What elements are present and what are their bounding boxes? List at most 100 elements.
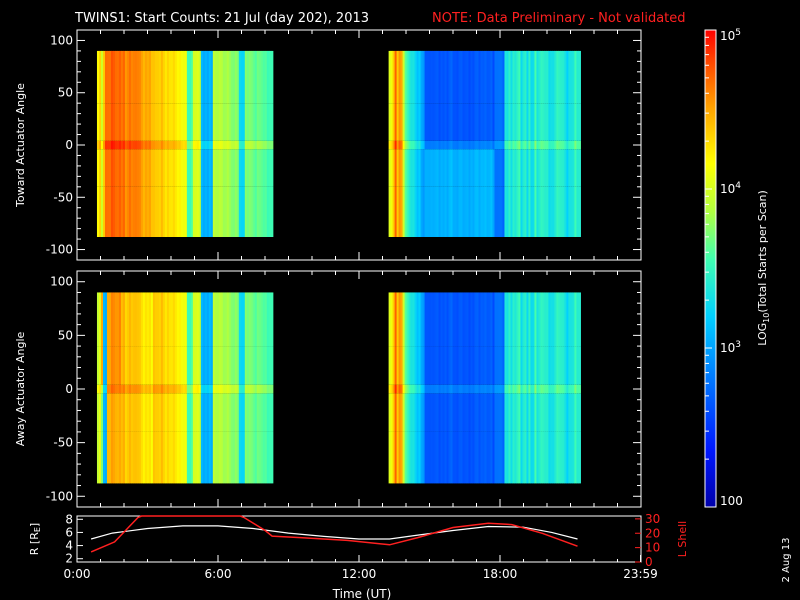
heatmap-cell <box>496 384 500 394</box>
heatmap-cell <box>260 50 264 104</box>
heatmap-cell <box>404 346 408 385</box>
heatmap-cell <box>196 103 200 141</box>
heatmap-cell <box>138 140 142 150</box>
heatmap-cell <box>238 186 242 237</box>
heatmap-cell <box>166 103 170 141</box>
heatmap-cell <box>246 384 250 394</box>
heatmap-cell <box>516 384 520 394</box>
heatmap-cell <box>548 393 552 432</box>
heatmap-cell <box>114 431 118 484</box>
heatmap-cell <box>130 346 134 385</box>
heatmap-cell <box>536 50 540 104</box>
heatmap-cell <box>124 103 128 141</box>
heatmap-cell <box>468 384 472 394</box>
heatmap-cell <box>266 140 270 150</box>
heatmap-cell <box>212 292 216 347</box>
heatmap-cell <box>436 346 440 385</box>
heatmap-cell <box>118 393 122 432</box>
heatmap-cell <box>546 50 550 104</box>
heatmap-cell <box>96 431 100 484</box>
heatmap-cell <box>570 140 573 150</box>
heatmap-cell <box>160 149 164 187</box>
heatmap-cell <box>176 431 180 484</box>
heatmap-cell <box>146 103 150 141</box>
heatmap-cell <box>500 103 504 141</box>
heatmap-cell <box>440 346 444 385</box>
heatmap-cell <box>168 140 172 150</box>
heatmap-cell <box>424 50 428 104</box>
heatmap-cell <box>552 186 556 237</box>
heatmap-cell <box>262 393 266 432</box>
heatmap-cell <box>572 186 575 237</box>
heatmap-cell <box>264 393 268 432</box>
heatmap-cell <box>548 292 552 347</box>
heatmap-cell <box>98 292 102 347</box>
heatmap-cell <box>220 346 224 385</box>
heatmap-cell <box>476 346 480 385</box>
heatmap-cell <box>136 384 140 394</box>
heatmap-cell <box>528 292 532 347</box>
heatmap-cell <box>554 186 557 237</box>
heatmap-cell <box>114 103 118 141</box>
heatmap-cell <box>568 292 571 347</box>
heatmap-cell <box>100 186 104 237</box>
heatmap-cell <box>148 50 152 104</box>
heatmap-cell <box>242 50 246 104</box>
heatmap-cell <box>134 384 138 394</box>
heatmap-cell <box>406 186 410 237</box>
heatmap-cell <box>468 393 472 432</box>
heatmap-cell <box>216 50 220 104</box>
heatmap-cell <box>204 103 208 141</box>
heatmap-cell <box>104 431 108 484</box>
heatmap-cell <box>214 292 218 347</box>
heatmap-cell <box>446 103 450 141</box>
heatmap-cell <box>476 393 480 432</box>
heatmap-cell <box>174 292 178 347</box>
heatmap-cell <box>420 384 424 394</box>
heatmap-cell <box>444 103 448 141</box>
heatmap-cell <box>528 431 532 484</box>
heatmap-cell <box>396 103 400 141</box>
heatmap-cell <box>490 384 494 394</box>
heatmap-cell <box>242 103 246 141</box>
heatmap-cell <box>502 149 506 187</box>
heatmap-cell <box>432 103 436 141</box>
heatmap-cell <box>534 186 538 237</box>
heatmap-cell <box>578 149 581 187</box>
heatmap-cell <box>136 103 140 141</box>
heatmap-cell <box>478 186 482 237</box>
heatmap-cell <box>114 292 118 347</box>
heatmap-cell <box>216 140 220 150</box>
heatmap-cell <box>434 140 438 150</box>
heatmap-cell <box>236 346 240 385</box>
heatmap-cell <box>486 393 490 432</box>
heatmap-cell <box>122 149 126 187</box>
heatmap-cell <box>122 103 126 141</box>
heatmap-cell <box>502 346 506 385</box>
heatmap-cell <box>576 384 579 394</box>
heatmap-cell <box>400 431 404 484</box>
heatmap-cell <box>552 103 556 141</box>
heatmap-cell <box>188 346 192 385</box>
heatmap-cell <box>122 431 126 484</box>
heatmap-cell <box>422 292 426 347</box>
heatmap-cell <box>196 384 200 394</box>
heatmap-cell <box>484 103 488 141</box>
heatmap-cell <box>104 292 108 347</box>
heatmap-cell <box>500 292 504 347</box>
heatmap-cell <box>270 431 274 484</box>
heatmap-cell <box>116 186 120 237</box>
heatmap-cell <box>180 431 184 484</box>
heatmap-cell <box>224 384 228 394</box>
heatmap-cell <box>502 393 506 432</box>
y-tick-label: -100 <box>46 243 73 257</box>
heatmap-cell <box>122 140 126 150</box>
heatmap-cell <box>246 292 250 347</box>
heatmap-cell <box>560 149 563 187</box>
heatmap-cell <box>446 393 450 432</box>
heatmap-cell <box>152 292 156 347</box>
heatmap-cell <box>126 186 130 237</box>
heatmap-cell <box>570 393 573 432</box>
heatmap-cell <box>104 346 108 385</box>
